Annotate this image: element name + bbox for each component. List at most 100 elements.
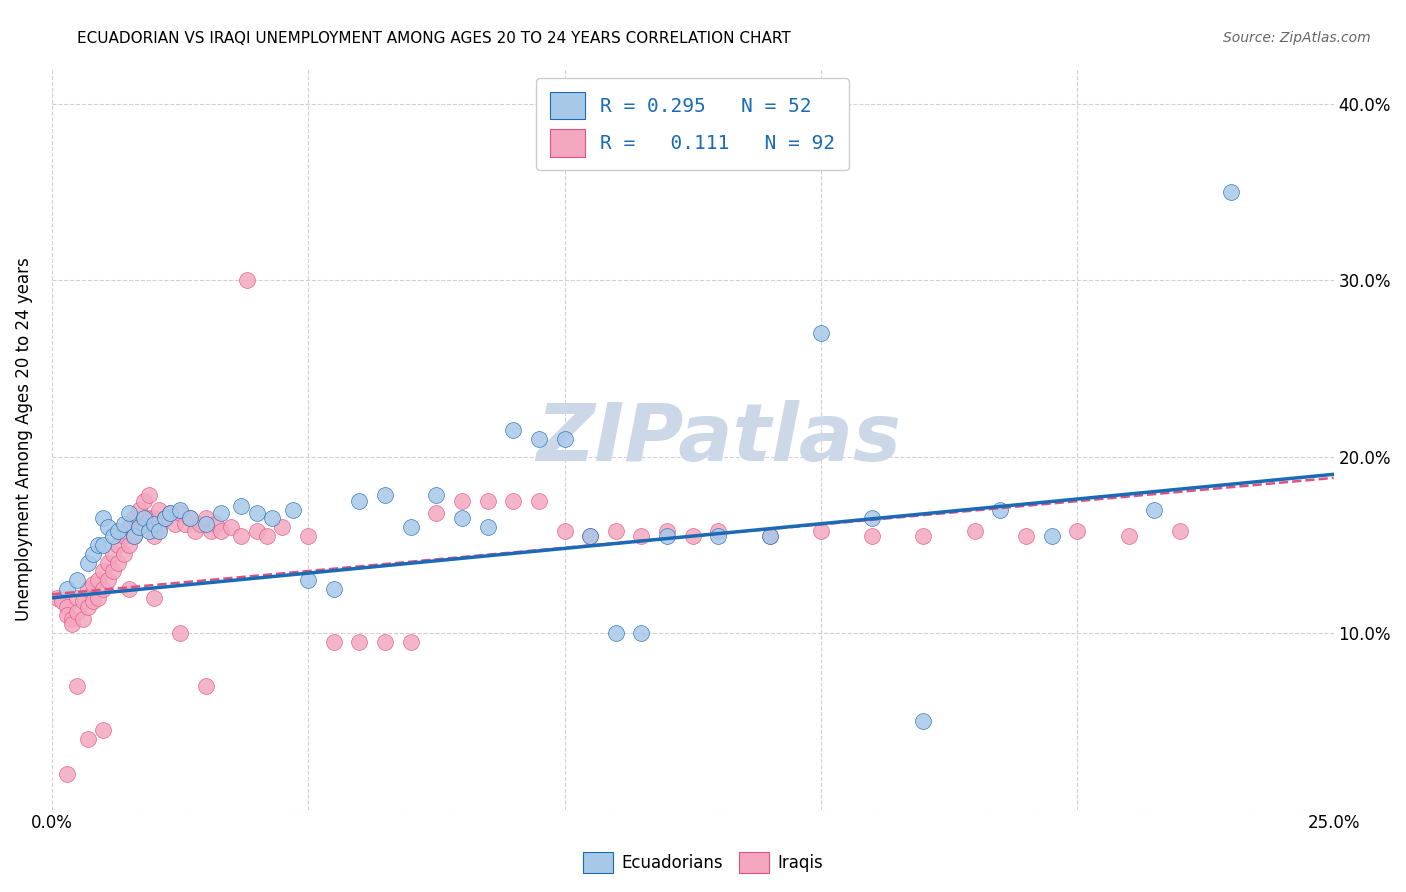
Point <box>374 635 396 649</box>
Point <box>148 502 170 516</box>
Point <box>118 520 141 534</box>
Point <box>82 547 104 561</box>
Point <box>912 714 935 729</box>
Point <box>112 529 135 543</box>
Point <box>132 511 155 525</box>
Point <box>128 520 150 534</box>
Point <box>103 529 125 543</box>
Point <box>425 488 447 502</box>
Point <box>860 511 883 525</box>
Point <box>91 723 114 738</box>
Point <box>76 599 98 614</box>
Point <box>159 506 181 520</box>
Point <box>707 524 730 538</box>
Point <box>1015 529 1038 543</box>
Point <box>194 511 217 525</box>
Point <box>912 529 935 543</box>
Point <box>655 529 678 543</box>
Point <box>630 626 652 640</box>
Point <box>553 524 575 538</box>
Point <box>179 511 201 525</box>
Point <box>349 493 371 508</box>
Text: Source: ZipAtlas.com: Source: ZipAtlas.com <box>1223 31 1371 45</box>
Point <box>963 524 986 538</box>
Point <box>374 488 396 502</box>
Point <box>477 520 499 534</box>
Point <box>502 493 524 508</box>
Point <box>82 576 104 591</box>
Point <box>231 499 253 513</box>
Point <box>56 767 79 781</box>
Point <box>112 516 135 531</box>
Point <box>122 529 145 543</box>
Point <box>132 516 155 531</box>
Point <box>153 511 176 525</box>
Point <box>579 529 602 543</box>
Point <box>97 573 120 587</box>
Point <box>1143 502 1166 516</box>
Point <box>143 511 166 525</box>
Point <box>451 493 474 508</box>
Point <box>399 635 422 649</box>
Point <box>1220 185 1243 199</box>
Point <box>231 529 253 543</box>
Point <box>148 520 170 534</box>
Point <box>66 573 89 587</box>
Point <box>66 591 89 605</box>
Point <box>56 608 79 623</box>
Point <box>219 520 242 534</box>
Point <box>153 511 176 525</box>
Point <box>82 594 104 608</box>
Point <box>271 520 294 534</box>
Point <box>51 594 73 608</box>
Point <box>810 326 832 341</box>
Point <box>169 502 191 516</box>
Point <box>200 524 222 538</box>
Point <box>527 493 550 508</box>
Point <box>297 573 319 587</box>
Point <box>103 565 125 579</box>
Legend: R = 0.295   N = 52, R =   0.111   N = 92: R = 0.295 N = 52, R = 0.111 N = 92 <box>536 78 849 170</box>
Point <box>163 516 186 531</box>
Point <box>60 617 83 632</box>
Point <box>97 520 120 534</box>
Point <box>148 524 170 538</box>
Point <box>262 511 284 525</box>
Point <box>91 538 114 552</box>
Point <box>349 635 371 649</box>
Point <box>605 626 627 640</box>
Point <box>118 506 141 520</box>
Point <box>143 516 166 531</box>
Point <box>91 565 114 579</box>
Point <box>209 524 232 538</box>
Point <box>682 529 704 543</box>
Point <box>1040 529 1063 543</box>
Point <box>132 493 155 508</box>
Point <box>159 506 181 520</box>
Point <box>138 488 160 502</box>
Point <box>66 679 89 693</box>
Point <box>655 524 678 538</box>
Point <box>399 520 422 534</box>
Point <box>72 594 94 608</box>
Point <box>76 582 98 596</box>
Point <box>87 591 110 605</box>
Point <box>1168 524 1191 538</box>
Point <box>630 529 652 543</box>
Point <box>477 493 499 508</box>
Point <box>169 506 191 520</box>
Point <box>281 502 304 516</box>
Point <box>190 516 212 531</box>
Point <box>579 529 602 543</box>
Legend: Ecuadorians, Iraqis: Ecuadorians, Iraqis <box>576 846 830 880</box>
Point <box>107 524 129 538</box>
Point <box>66 605 89 619</box>
Point <box>235 273 257 287</box>
Point <box>107 556 129 570</box>
Point <box>988 502 1011 516</box>
Point <box>425 506 447 520</box>
Point <box>143 529 166 543</box>
Point <box>179 511 201 525</box>
Text: ZIPatlas: ZIPatlas <box>536 400 901 478</box>
Point <box>107 538 129 552</box>
